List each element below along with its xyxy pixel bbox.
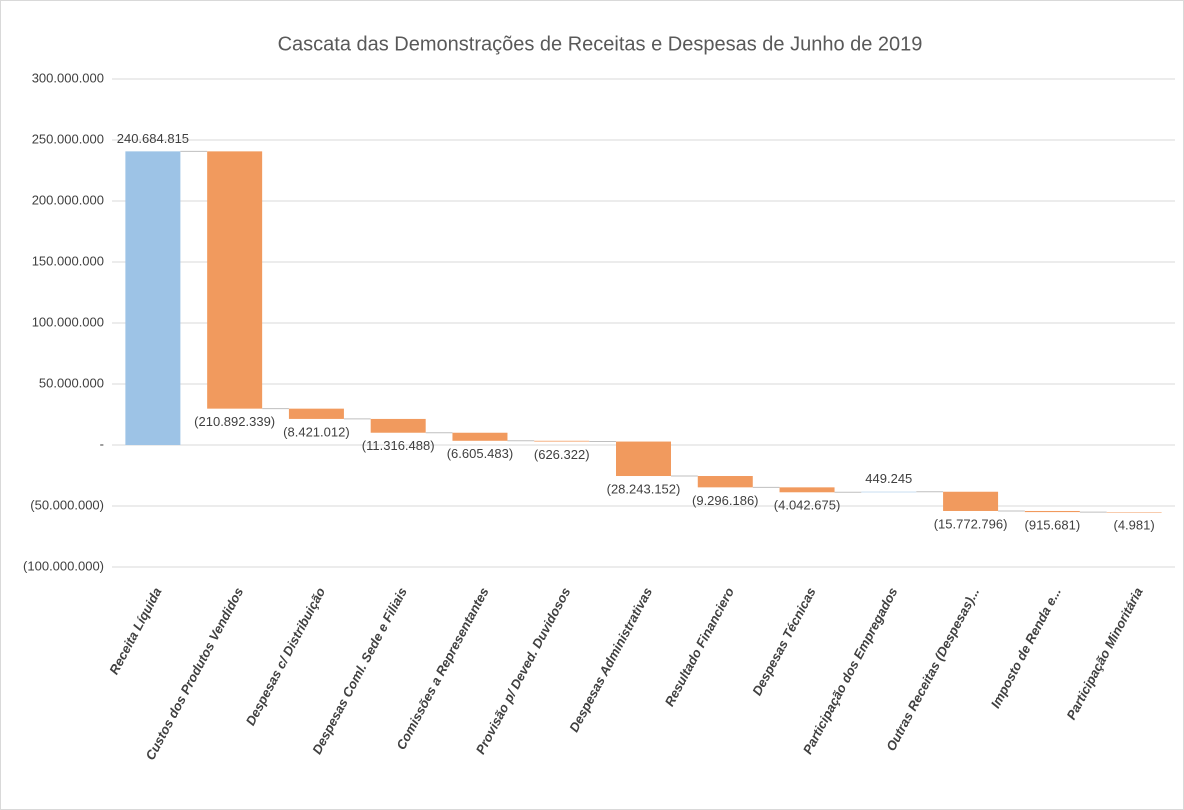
y-tick-label: 200.000.000 [32,192,104,207]
value-label: (915.681) [1025,518,1081,533]
bar [288,408,344,419]
bar [207,151,263,409]
bar [943,491,999,511]
y-tick-label: 300.000.000 [32,70,104,85]
value-label: (15.772.796) [934,516,1008,531]
y-tick-label: 250.000.000 [32,131,104,146]
bar [534,440,590,442]
value-label: (8.421.012) [283,424,350,439]
value-label: (626.322) [534,447,590,462]
value-label: (6.605.483) [447,446,514,461]
bar [1024,510,1080,513]
bar [861,491,917,493]
bar [125,151,181,445]
value-label: 449.245 [865,471,912,486]
value-label: (4.042.675) [774,498,841,513]
y-tick-label: 150.000.000 [32,253,104,268]
y-tick-label: (100.000.000) [23,558,104,573]
bar [370,418,426,433]
bar [779,487,835,493]
bar [616,441,671,477]
value-label: (28.243.152) [607,481,681,496]
chart-title: Cascata das Demonstrações de Receitas e … [278,33,923,55]
bar [452,432,508,441]
value-label: (4.981) [1114,518,1155,533]
y-tick-label: - [100,436,104,451]
value-label: (11.316.488) [362,438,435,453]
y-tick-label: 50.000.000 [39,375,104,390]
bar [697,476,753,488]
value-label: (210.892.339) [194,414,275,429]
bar [1106,512,1162,513]
value-label: (9.296.186) [692,493,759,508]
y-tick-label: (50.000.000) [30,497,104,512]
value-label: 240.684.815 [117,131,189,146]
y-tick-label: 100.000.000 [32,314,104,329]
